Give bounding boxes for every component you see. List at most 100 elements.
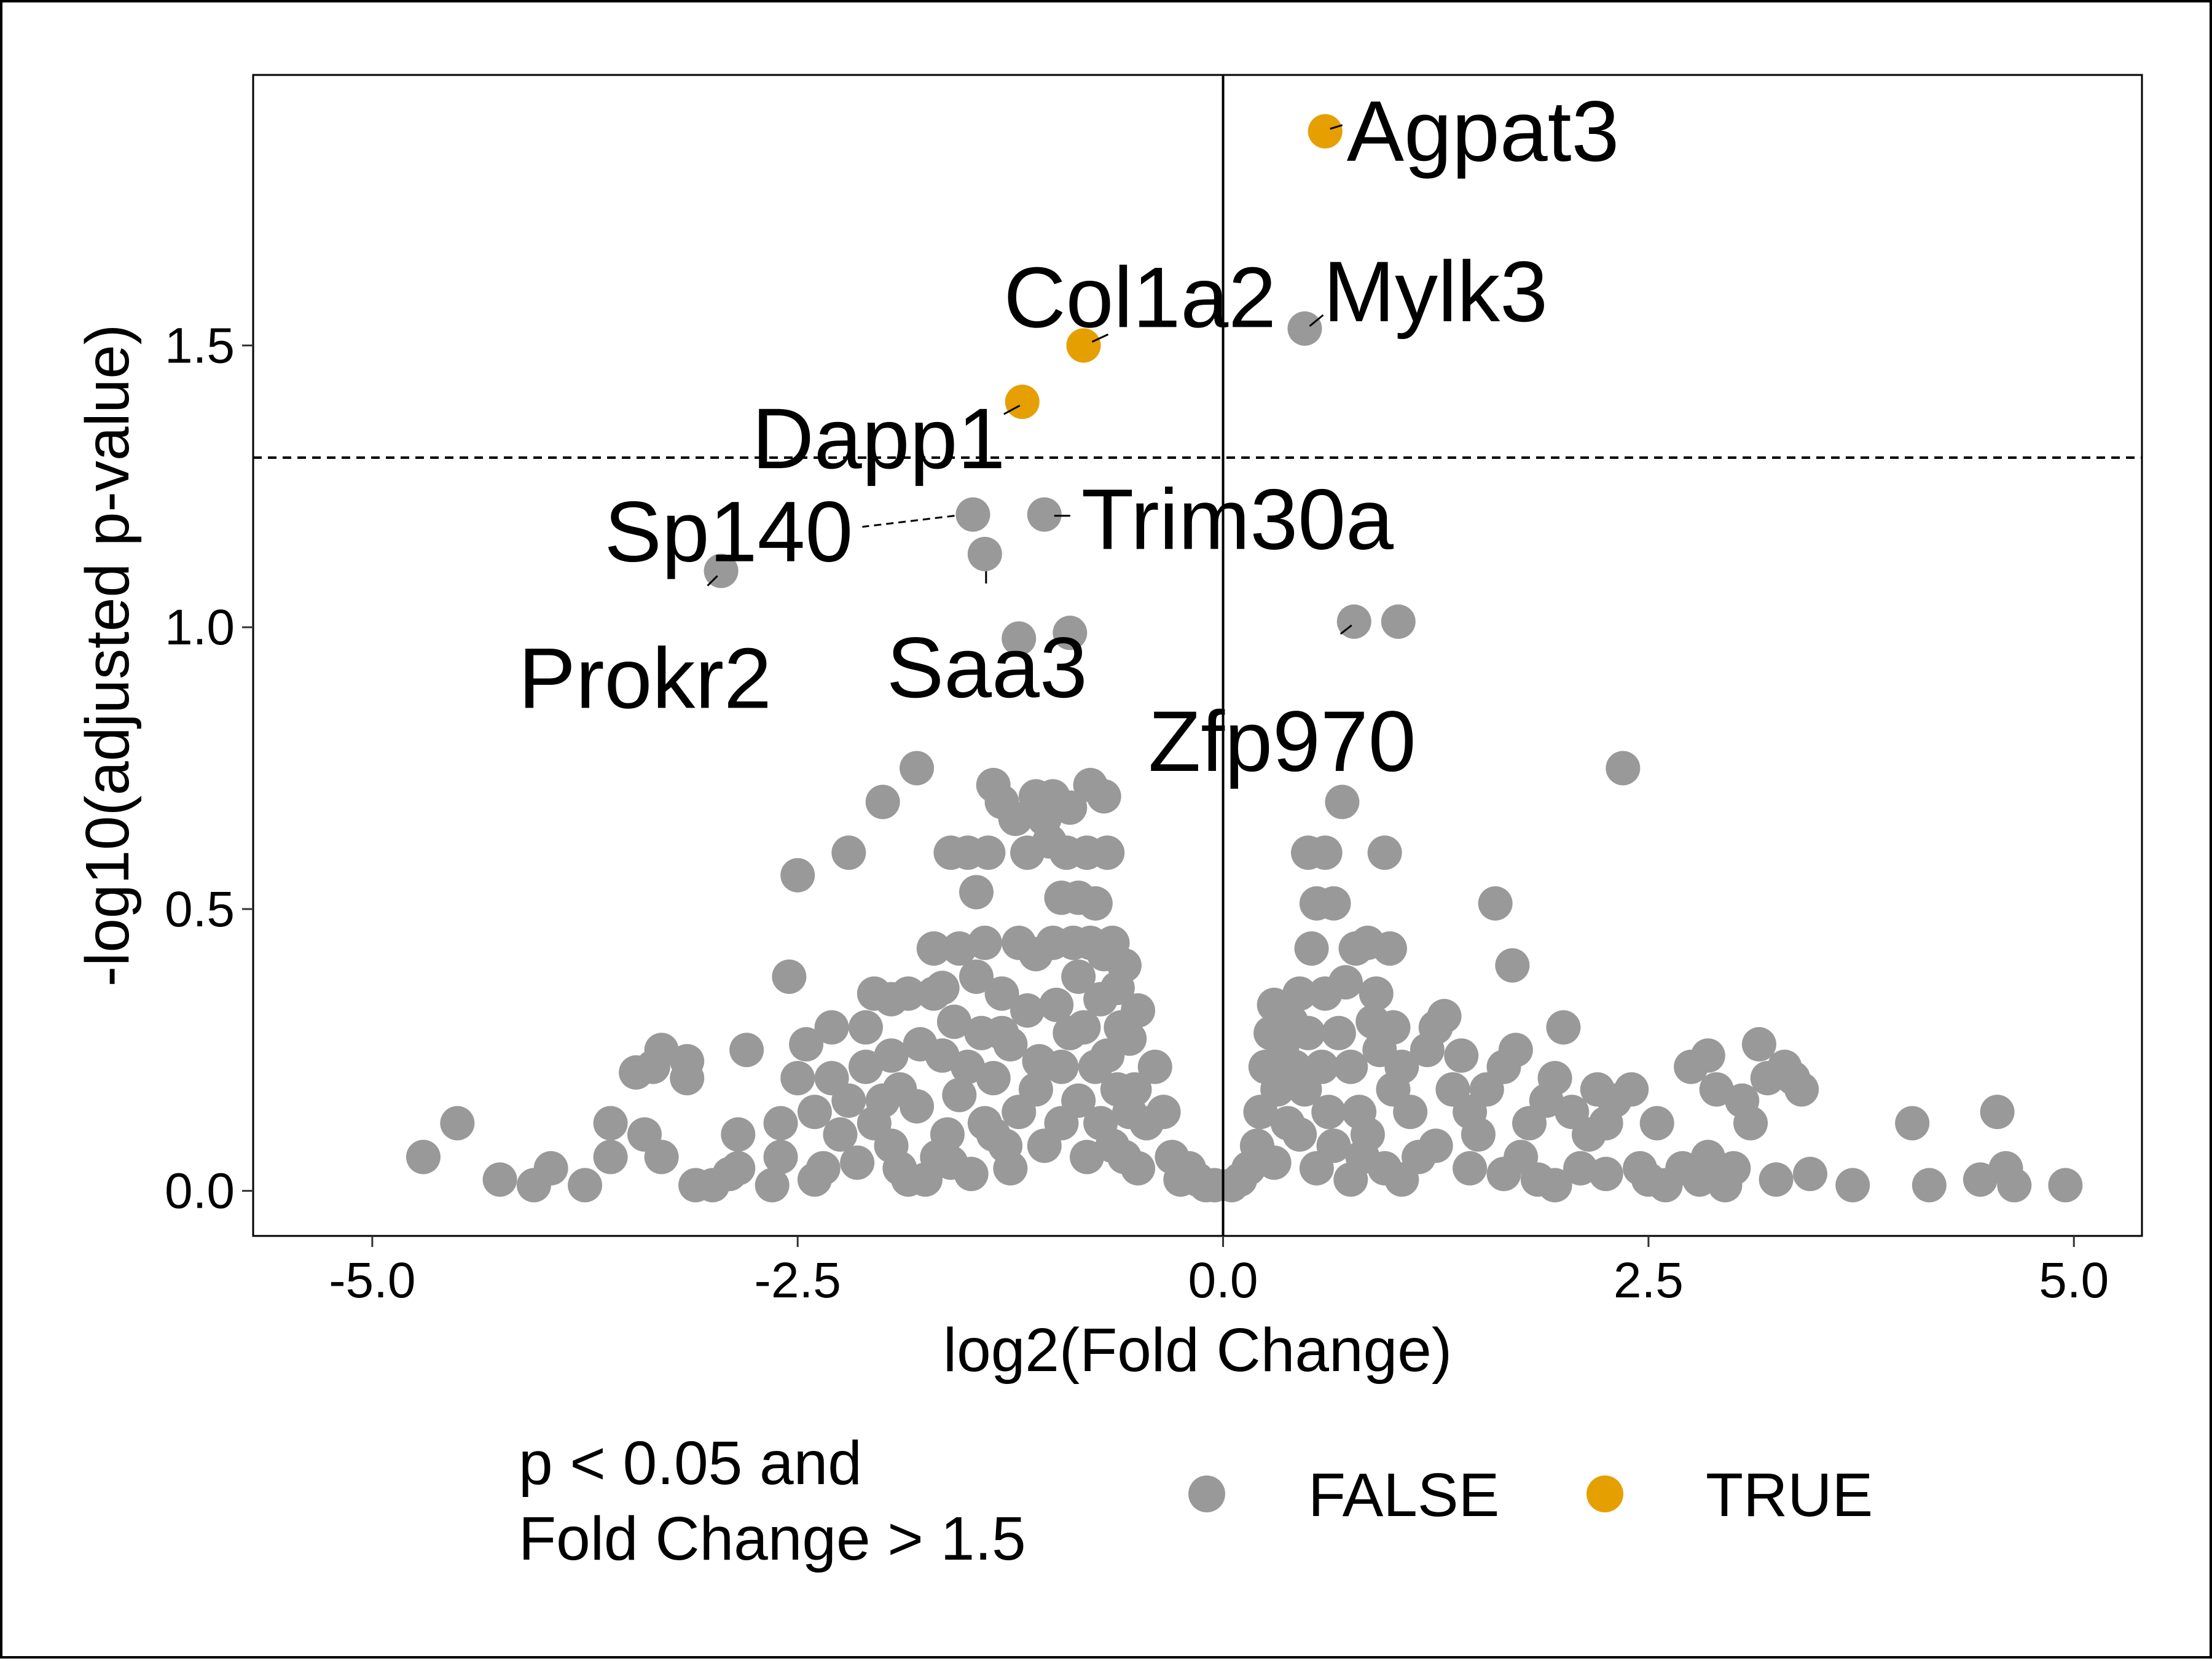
- data-point: [1333, 1162, 1368, 1197]
- data-point: [1614, 1072, 1649, 1107]
- data-point: [644, 1139, 679, 1174]
- data-point-sp140: [955, 497, 990, 532]
- data-point: [916, 931, 951, 966]
- data-point: [823, 1117, 858, 1152]
- gene-labels: Agpat3 Col1a2 Dapp1 Mylk3 Sp140 Trim30a Saa3 Pr…: [519, 83, 1620, 789]
- data-point: [1784, 1072, 1819, 1107]
- data-point: [406, 1139, 441, 1174]
- data-point: [1537, 1061, 1572, 1096]
- data-point: [865, 784, 900, 819]
- data-point: [984, 976, 1019, 1011]
- legend: p < 0.05 and Fold Change > 1.5 FALSE TRU…: [519, 1429, 1873, 1573]
- data-point: [1078, 886, 1113, 921]
- data-point: [1002, 621, 1037, 656]
- data-point: [936, 1004, 971, 1039]
- data-point: [1282, 976, 1317, 1011]
- plot-panel-border: [252, 74, 2143, 1237]
- data-point: [891, 976, 926, 1011]
- data-point: [1381, 604, 1416, 639]
- data-point: [1606, 751, 1641, 786]
- points-layer: [406, 114, 2083, 1203]
- data-point: [1376, 1010, 1411, 1045]
- data-point: [933, 1145, 968, 1180]
- data-point: [1010, 993, 1045, 1028]
- data-point: [1137, 1049, 1172, 1084]
- data-point: [1316, 1128, 1351, 1163]
- gene-label-dapp1: Dapp1: [752, 390, 1006, 487]
- data-point: [1367, 835, 1402, 870]
- gene-label-agpat3: Agpat3: [1347, 83, 1620, 179]
- data-point: [440, 1106, 475, 1141]
- data-point: [763, 1139, 798, 1174]
- x-tick-label: -2.5: [755, 1253, 841, 1308]
- x-axis: -5.0 -2.5 0.0 2.5 5.0: [329, 1236, 2109, 1308]
- data-point: [925, 971, 960, 1006]
- legend-title-line-1: p < 0.05 and: [519, 1429, 862, 1498]
- data-point: [1061, 959, 1096, 994]
- data-point: [755, 1168, 790, 1203]
- data-point: [1121, 1151, 1156, 1186]
- data-point: [865, 1083, 900, 1118]
- data-point: [670, 1044, 705, 1079]
- data-point: [1997, 1168, 2032, 1203]
- data-point: [1325, 784, 1360, 819]
- gene-label-col1a2: Col1a2: [1003, 249, 1276, 345]
- gene-label-saa3: Saa3: [887, 619, 1088, 716]
- data-point: [1121, 993, 1156, 1028]
- data-point: [1639, 1106, 1674, 1141]
- data-point: [1733, 1106, 1768, 1141]
- data-point: [1039, 987, 1074, 1022]
- data-point: [1384, 1049, 1419, 1084]
- data-point: [840, 1145, 875, 1180]
- gene-label-connector: [862, 515, 955, 528]
- gene-label-connector: [1339, 624, 1352, 635]
- data-point: [1053, 616, 1088, 651]
- data-point: [900, 1088, 935, 1124]
- data-point: [1333, 1049, 1368, 1084]
- data-point: [1090, 835, 1125, 870]
- data-point: [1061, 1083, 1096, 1118]
- data-point: [1498, 1033, 1533, 1068]
- data-point-mylk3: [1287, 311, 1322, 346]
- data-point: [976, 1117, 1011, 1152]
- data-point: [1294, 931, 1329, 966]
- legend-key-true: [1586, 1475, 1623, 1512]
- data-point: [1835, 1168, 1870, 1203]
- data-point: [831, 1083, 866, 1118]
- data-point: [930, 1117, 965, 1152]
- data-point: [721, 1117, 756, 1152]
- y-tick-label: 0.5: [165, 881, 235, 937]
- data-point: [1792, 1157, 1827, 1192]
- data-point: [908, 1162, 943, 1197]
- gene-label-connector: [1003, 404, 1021, 415]
- data-point-saa3: [967, 536, 1002, 571]
- data-point: [780, 1061, 815, 1096]
- data-point: [959, 959, 994, 994]
- x-axis-title: log2(Fold Change): [943, 1316, 1452, 1385]
- data-point: [1053, 790, 1088, 825]
- data-point: [729, 1033, 764, 1068]
- data-point: [993, 1151, 1028, 1186]
- gene-label-sp140: Sp140: [604, 483, 853, 580]
- data-point: [593, 1106, 628, 1141]
- data-point: [1980, 1095, 2015, 1130]
- reference-lines: [253, 75, 2142, 1236]
- data-point: [1418, 1128, 1453, 1163]
- data-point: [900, 751, 935, 786]
- x-tick-label: 2.5: [1614, 1253, 1684, 1308]
- y-tick-label: 1.5: [165, 318, 235, 373]
- data-point: [533, 1151, 568, 1186]
- data-point: [998, 802, 1033, 837]
- y-tick-label: 1.0: [165, 600, 235, 655]
- data-point: [1486, 1157, 1521, 1192]
- data-point: [1759, 1162, 1794, 1197]
- data-point: [797, 1095, 832, 1130]
- y-axis-title: -log10(adjusted p-value): [73, 324, 142, 987]
- data-point: [1359, 976, 1394, 1011]
- gene-label-prokr2: Prokr2: [519, 630, 772, 726]
- data-point: [1304, 1049, 1339, 1084]
- data-point: [1631, 1162, 1666, 1197]
- data-point: [959, 875, 994, 910]
- data-point: [1384, 1162, 1419, 1197]
